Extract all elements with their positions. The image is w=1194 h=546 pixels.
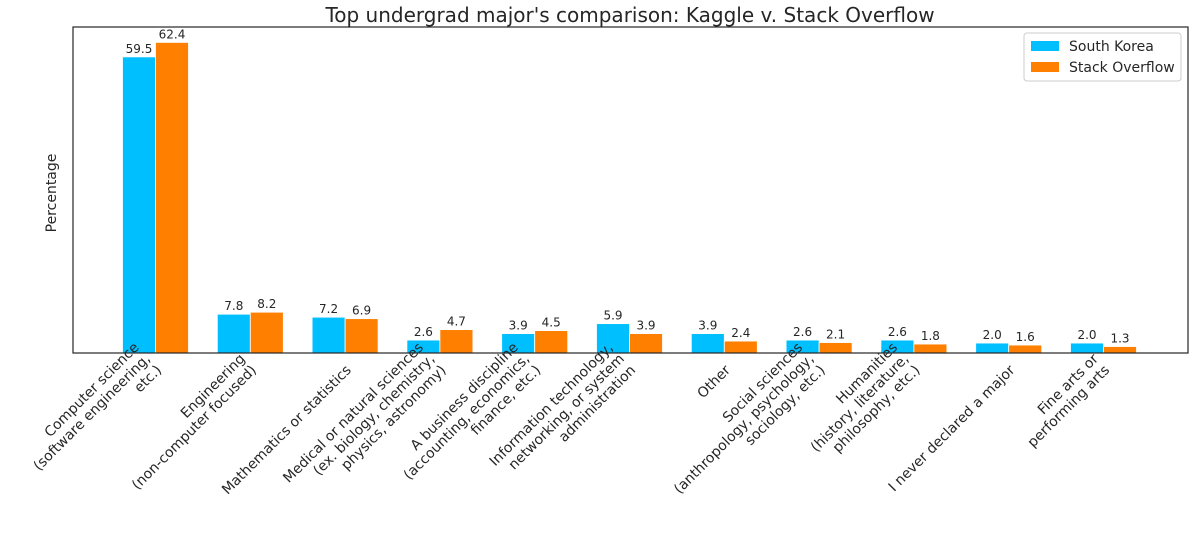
legend-swatch-south-korea <box>1031 41 1059 51</box>
chart-legend: South Korea Stack Overflow <box>1023 32 1182 82</box>
legend-label-stack-overflow: Stack Overflow <box>1069 60 1175 76</box>
value-label-stack-overflow-1: 8.2 <box>257 297 276 311</box>
category-label-7: Social sciences(anthropology, psychology… <box>671 340 829 498</box>
bar-south-korea-10 <box>1070 342 1104 354</box>
value-label-south-korea-1: 7.8 <box>224 299 243 313</box>
legend-swatch-stack-overflow <box>1031 62 1059 72</box>
category-label-0: Computer science(software engineering,et… <box>31 340 166 475</box>
value-label-stack-overflow-5: 3.9 <box>636 319 655 333</box>
bar-stack-overflow-5 <box>629 333 663 354</box>
bar-stack-overflow-0 <box>155 42 189 354</box>
value-label-south-korea-3: 2.6 <box>414 325 433 339</box>
category-label-6: Other <box>695 362 735 402</box>
bar-stack-overflow-9 <box>1008 344 1043 354</box>
y-axis-label: Percentage <box>44 154 60 233</box>
value-label-stack-overflow-6: 2.4 <box>731 326 750 340</box>
category-label-line: (history, literature, <box>808 351 912 455</box>
bar-stack-overflow-8 <box>913 343 948 354</box>
legend-box <box>1023 32 1182 82</box>
value-label-stack-overflow-2: 6.9 <box>352 304 371 318</box>
value-label-south-korea-0: 59.5 <box>126 42 153 56</box>
value-label-south-korea-4: 3.9 <box>509 319 528 333</box>
value-label-stack-overflow-10: 1.3 <box>1110 332 1129 346</box>
bar-south-korea-6 <box>690 333 725 354</box>
category-label-line: Computer science <box>42 340 143 441</box>
chart-title: Top undergrad major's comparison: Kaggle… <box>324 3 934 27</box>
category-labels-layer: Computer science(software engineering,et… <box>31 340 1114 498</box>
value-label-south-korea-2: 7.2 <box>319 302 338 316</box>
value-label-stack-overflow-0: 62.4 <box>159 27 186 41</box>
value-label-south-korea-9: 2.0 <box>983 328 1002 342</box>
value-label-south-korea-10: 2.0 <box>1077 328 1096 342</box>
bar-south-korea-0 <box>122 56 156 354</box>
value-label-south-korea-6: 3.9 <box>698 319 717 333</box>
category-label-line: (software engineering, <box>31 351 154 474</box>
value-label-stack-overflow-4: 4.5 <box>542 316 561 330</box>
bar-south-korea-9 <box>975 342 1010 354</box>
value-label-south-korea-8: 2.6 <box>888 325 907 339</box>
value-label-stack-overflow-3: 4.7 <box>447 315 466 329</box>
category-label-line: (anthropology, psychology, <box>671 351 817 497</box>
value-label-stack-overflow-7: 2.1 <box>826 328 845 342</box>
value-labels-layer: 59.5 62.4 7.8 8.2 7.2 6.9 2.6 4.7 3.9 4.5 5.9 3.9 3.… <box>126 27 1130 345</box>
bar-south-korea-1 <box>216 313 251 354</box>
category-label-8: Humanities(history, literature,philosoph… <box>808 340 924 456</box>
value-label-stack-overflow-9: 1.6 <box>1016 330 1035 344</box>
bar-stack-overflow-1 <box>249 311 284 354</box>
category-label-line: Other <box>695 362 735 402</box>
bar-stack-overflow-10 <box>1103 346 1137 354</box>
bar-stack-overflow-2 <box>344 318 379 354</box>
value-label-south-korea-7: 2.6 <box>793 325 812 339</box>
bar-stack-overflow-6 <box>723 340 758 354</box>
value-label-stack-overflow-8: 1.8 <box>921 329 940 343</box>
legend-label-south-korea: South Korea <box>1069 39 1154 55</box>
plot-frame <box>72 26 1189 354</box>
bar-south-korea-5 <box>596 323 630 354</box>
value-label-south-korea-5: 5.9 <box>603 309 622 323</box>
bar-stack-overflow-3 <box>439 329 474 354</box>
category-label-3: Medical or natural sciences(ex. biology,… <box>280 340 449 487</box>
bar-south-korea-2 <box>311 316 346 354</box>
bars-layer <box>122 42 1137 354</box>
bar-stack-overflow-7 <box>818 342 853 354</box>
bar-stack-overflow-4 <box>534 330 569 354</box>
